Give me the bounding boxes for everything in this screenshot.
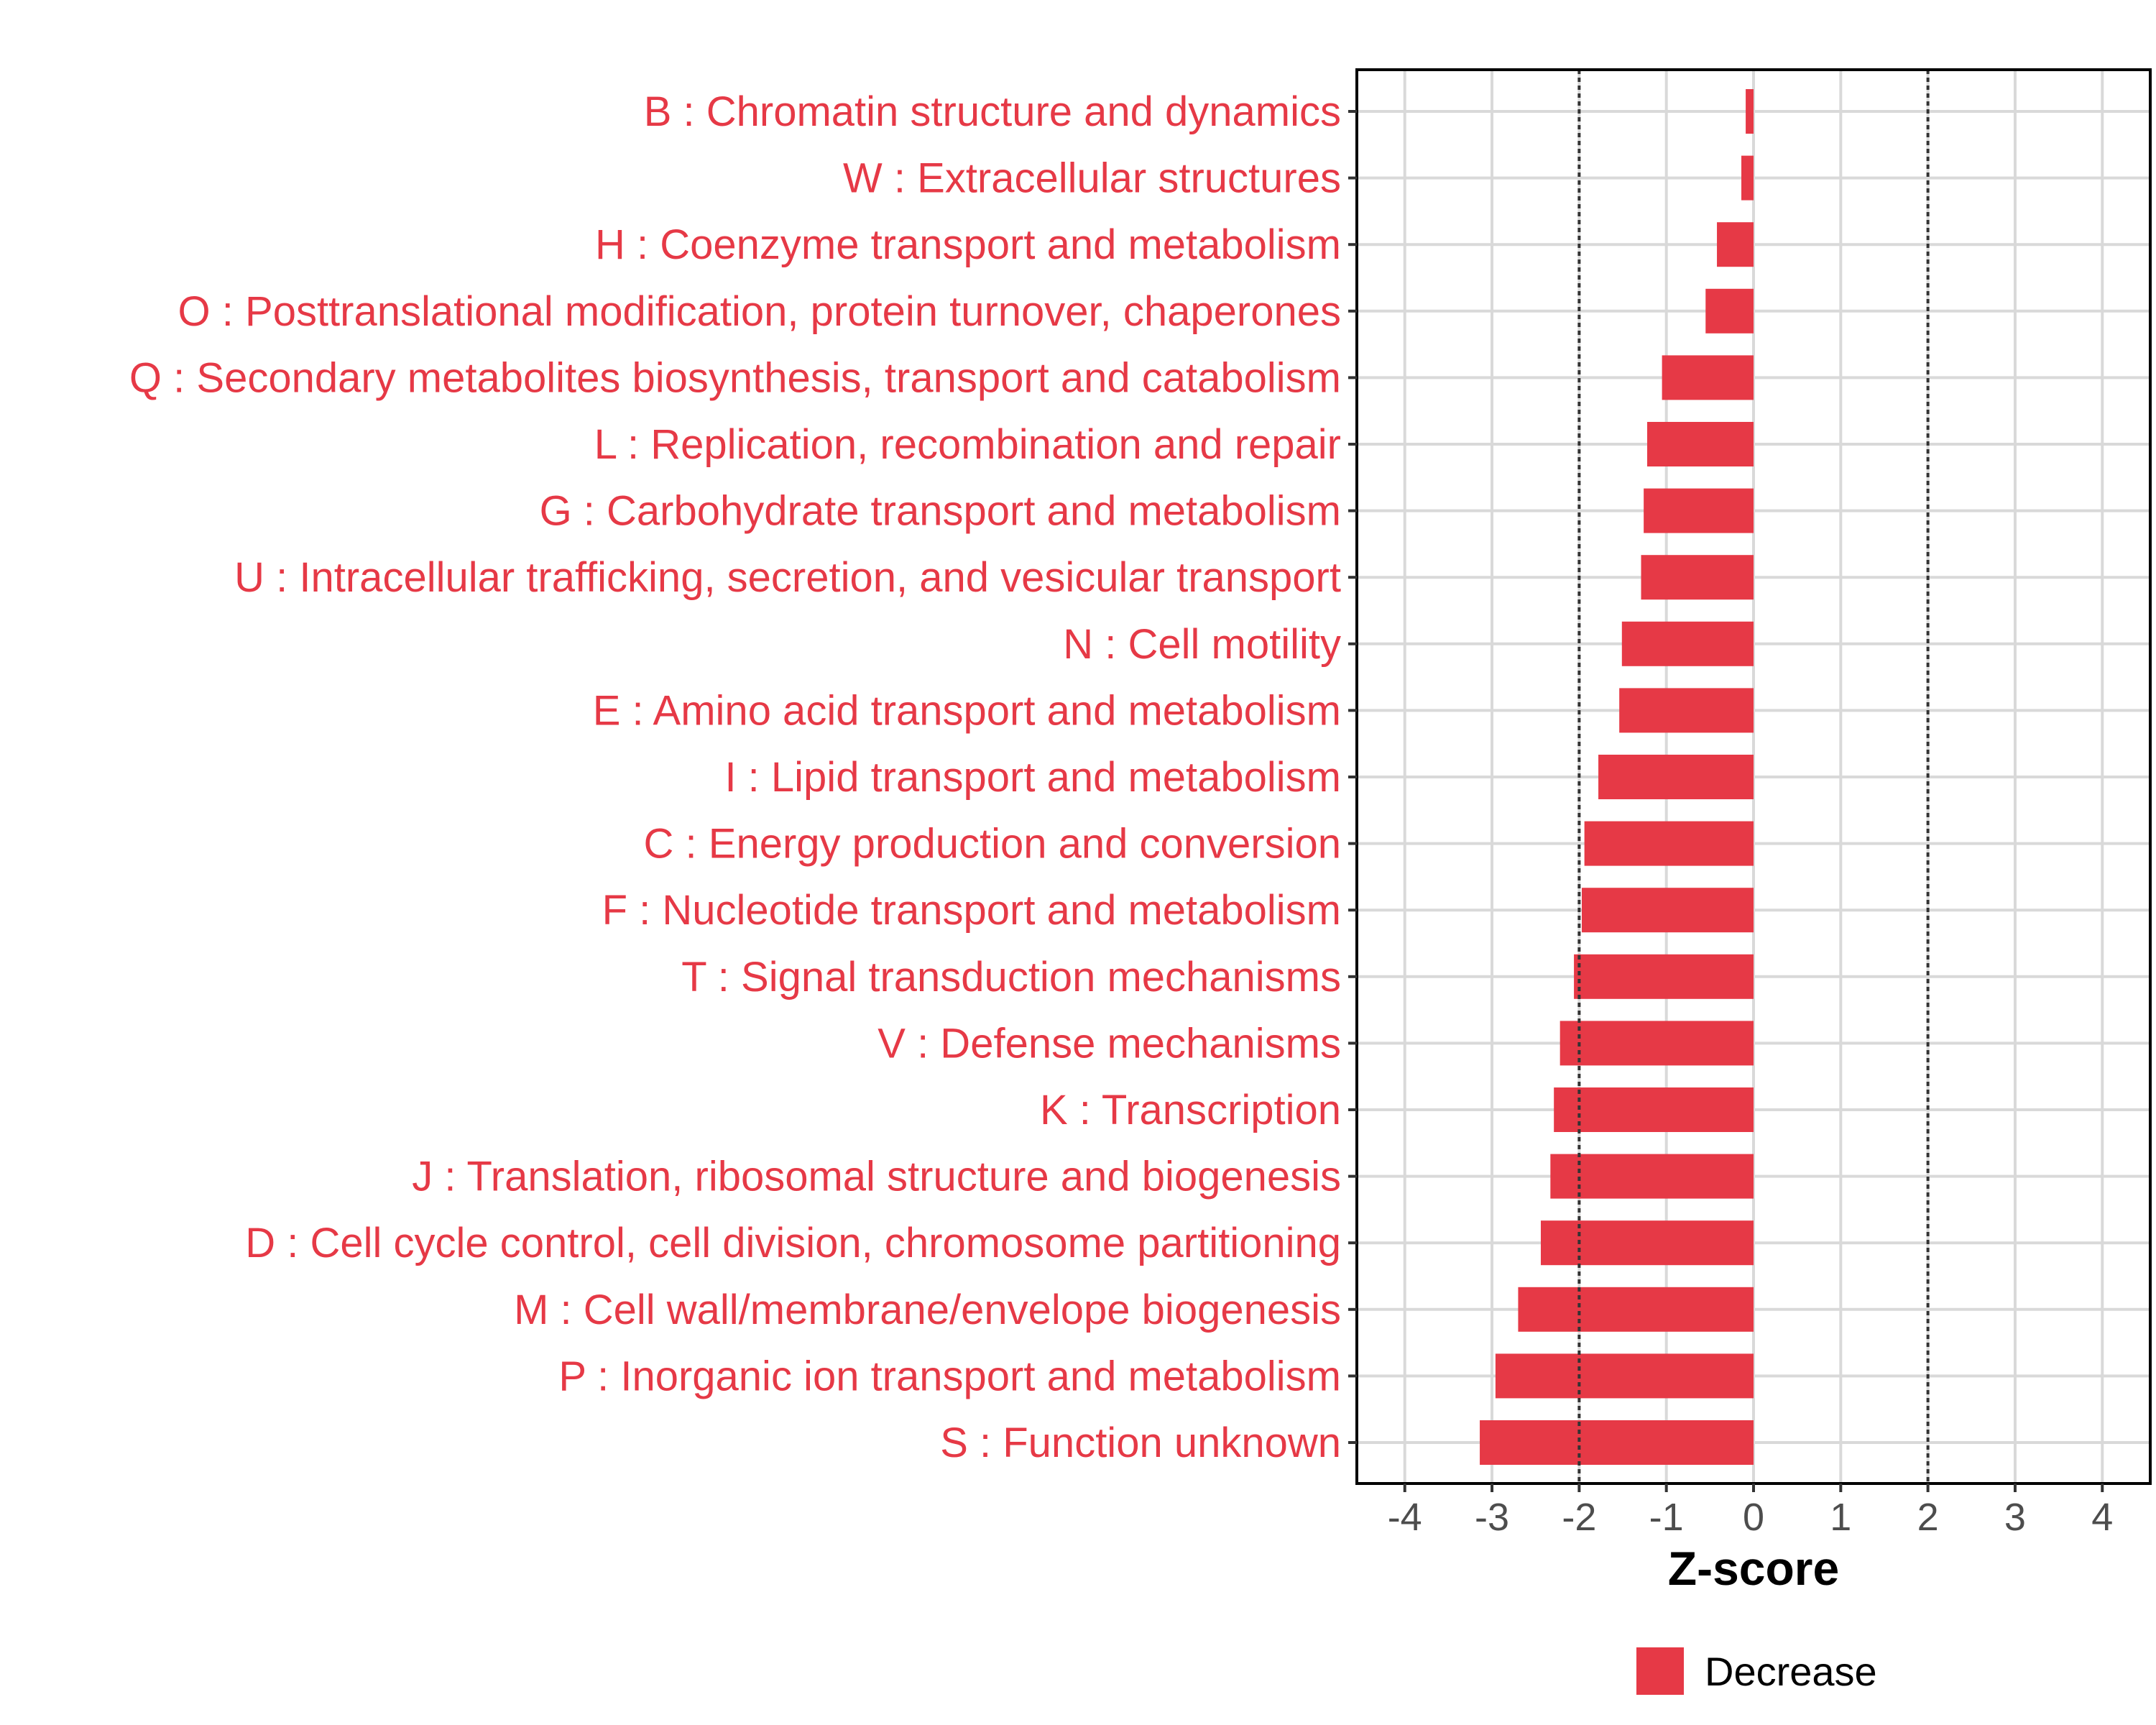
bar [1705, 288, 1754, 334]
x-axis-ticks: -4 -3 -2 -1 0 1 2 3 4 [1388, 1484, 2113, 1539]
bar [1560, 1021, 1754, 1066]
category-label: L : Replication, recombination and repai… [594, 421, 1341, 468]
bar [1641, 555, 1754, 600]
y-axis-ticks [1348, 110, 1357, 1444]
bar [1598, 755, 1754, 799]
x-tick-label: 1 [1830, 1496, 1851, 1539]
x-axis-title: Z-score [1668, 1542, 1839, 1595]
x-tick-label: 3 [2004, 1496, 2026, 1539]
category-label: S : Function unknown [940, 1420, 1341, 1466]
category-label: F : Nucleotide transport and metabolism [602, 887, 1341, 934]
bar [1746, 89, 1754, 134]
bar [1644, 488, 1754, 533]
bar [1741, 155, 1754, 201]
bar [1621, 621, 1754, 666]
category-label: M : Cell wall/membrane/envelope biogenes… [514, 1287, 1341, 1333]
x-tick-label: -2 [1562, 1496, 1596, 1539]
category-label: G : Carbohydrate transport and metabolis… [540, 488, 1341, 535]
x-tick-label: 2 [1917, 1496, 1939, 1539]
bar [1662, 355, 1754, 400]
x-tick-label: 4 [2091, 1496, 2113, 1539]
category-label: E : Amino acid transport and metabolism [593, 687, 1341, 734]
category-label: B : Chromatin structure and dynamics [644, 88, 1341, 135]
bar [1518, 1287, 1754, 1332]
category-label: T : Signal transduction mechanisms [681, 954, 1341, 1000]
reference-lines [1577, 70, 1930, 1484]
category-label: Q : Secondary metabolites biosynthesis, … [129, 354, 1341, 401]
category-label: W : Extracellular structures [843, 155, 1341, 202]
x-tick-label: 0 [1743, 1496, 1764, 1539]
bars [1480, 89, 1754, 1465]
x-tick-label: -4 [1388, 1496, 1422, 1539]
bar [1717, 222, 1754, 267]
bar [1495, 1353, 1754, 1399]
bar [1584, 821, 1754, 866]
bar [1554, 1087, 1754, 1132]
category-label: C : Energy production and conversion [644, 821, 1341, 868]
bar [1550, 1154, 1754, 1199]
category-label: U : Intracellular trafficking, secretion… [234, 554, 1341, 601]
legend-label-decrease: Decrease [1705, 1649, 1877, 1694]
bar [1540, 1220, 1754, 1266]
bar [1480, 1420, 1754, 1465]
category-labels: B : Chromatin structure and dynamics W : … [129, 88, 1341, 1466]
category-label: I : Lipid transport and metabolism [724, 754, 1341, 801]
bar [1574, 954, 1754, 999]
bar [1646, 422, 1754, 466]
category-label: K : Transcription [1040, 1087, 1341, 1133]
legend: Decrease [1636, 1647, 1877, 1695]
x-tick-label: -1 [1649, 1496, 1684, 1539]
category-label: P : Inorganic ion transport and metaboli… [558, 1353, 1341, 1399]
category-label: V : Defense mechanisms [877, 1020, 1341, 1067]
category-label: H : Coenzyme transport and metabolism [595, 221, 1341, 268]
category-label: D : Cell cycle control, cell division, c… [245, 1220, 1341, 1266]
x-tick-label: -3 [1475, 1496, 1509, 1539]
bar [1582, 888, 1754, 933]
category-label: O : Posttranslational modification, prot… [178, 288, 1341, 335]
bar [1619, 688, 1754, 733]
legend-swatch-decrease [1636, 1647, 1684, 1695]
category-label: J : Translation, ribosomal structure and… [412, 1154, 1341, 1200]
category-label: N : Cell motility [1063, 621, 1341, 668]
